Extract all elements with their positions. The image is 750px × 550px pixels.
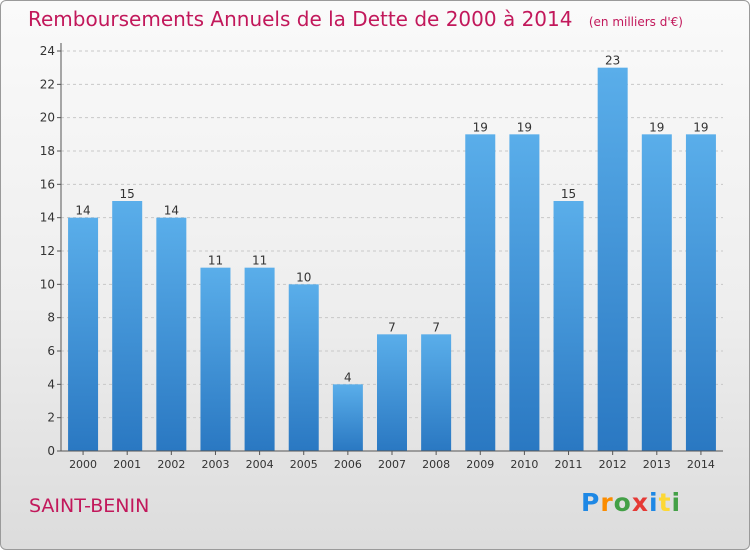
- x-tick-label: 2008: [422, 458, 450, 471]
- x-tick-label: 2006: [334, 458, 362, 471]
- chart-unit: (en milliers d'€): [588, 15, 683, 29]
- y-tick-label: 20: [40, 111, 55, 125]
- x-tick-label: 2000: [69, 458, 97, 471]
- bar-2013: [641, 134, 672, 452]
- x-tick-label: 2007: [378, 458, 406, 471]
- proxiti-logo: Proxiti: [581, 488, 682, 517]
- bar-2006: [332, 384, 363, 451]
- data-label: 15: [561, 187, 576, 201]
- bars: [68, 67, 716, 452]
- data-label: 19: [473, 120, 488, 134]
- data-label: 7: [388, 320, 396, 334]
- y-tick-label: 22: [40, 77, 55, 91]
- x-tick-label: 2004: [246, 458, 274, 471]
- data-label: 19: [693, 120, 708, 134]
- data-label: 14: [164, 204, 179, 218]
- y-tick-label: 2: [47, 411, 55, 425]
- y-tick-label: 14: [40, 211, 55, 225]
- x-tick-label: 2009: [466, 458, 494, 471]
- chart-title: Remboursements Annuels de la Dette de 20…: [28, 7, 683, 31]
- bar-2011: [553, 201, 584, 451]
- data-label: 11: [208, 254, 223, 268]
- data-label: 11: [252, 254, 267, 268]
- bar-2008: [421, 334, 452, 451]
- bar-2007: [377, 334, 407, 451]
- city-name: SAINT-BENIN: [29, 495, 150, 517]
- y-tick-label: 18: [40, 144, 55, 158]
- bar-2001: [112, 201, 143, 451]
- data-label: 4: [344, 370, 352, 384]
- x-tick-label: 2003: [201, 458, 229, 471]
- bar-2014: [685, 134, 716, 452]
- data-label: 19: [517, 120, 532, 134]
- y-tick-label: 16: [40, 177, 55, 191]
- y-tick-label: 6: [47, 344, 55, 358]
- x-tick-label: 2013: [643, 458, 671, 471]
- y-tick-label: 12: [40, 244, 55, 258]
- bar-2003: [200, 267, 231, 451]
- data-label: 15: [120, 187, 135, 201]
- x-tick-label: 2011: [555, 458, 583, 471]
- x-tick-label: 2012: [599, 458, 627, 471]
- y-tick-label: 0: [47, 444, 55, 458]
- bar-2002: [156, 217, 187, 451]
- y-tick-label: 24: [40, 44, 55, 58]
- y-tick-label: 10: [40, 277, 55, 291]
- x-tick-label: 2001: [113, 458, 141, 471]
- bar-2004: [244, 267, 275, 451]
- data-label: 14: [75, 204, 90, 218]
- x-tick-label: 2014: [687, 458, 715, 471]
- bar-2009: [465, 134, 496, 452]
- data-label: 23: [605, 54, 620, 68]
- data-label: 7: [432, 320, 440, 334]
- data-label: 19: [649, 120, 664, 134]
- data-label: 10: [296, 270, 311, 284]
- x-tick-label: 2002: [157, 458, 185, 471]
- bar-2005: [288, 284, 319, 451]
- bar-2010: [509, 134, 540, 452]
- bar-2000: [68, 217, 99, 451]
- x-tick-label: 2005: [290, 458, 318, 471]
- chart-title-text: Remboursements Annuels de la Dette de 20…: [28, 7, 573, 31]
- bar-2012: [597, 67, 628, 452]
- data-labels: 14 15 14 11 11 10 4 7 7 19 19 15 23 19 19: [75, 54, 708, 385]
- y-tick-label: 4: [47, 377, 55, 391]
- y-tick-label: 8: [47, 311, 55, 325]
- x-tick-label: 2010: [510, 458, 538, 471]
